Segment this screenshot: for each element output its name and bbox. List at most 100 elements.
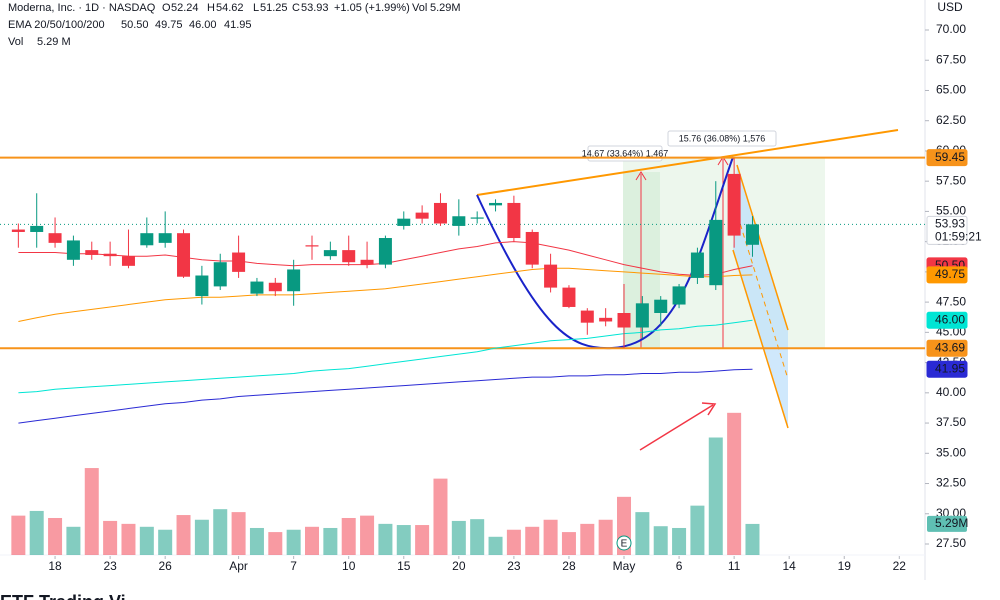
y-tick-label: 32.50 (936, 476, 966, 490)
y-tick-label: 35.00 (936, 445, 966, 459)
candle-body (415, 212, 429, 219)
volume-bar (158, 529, 173, 555)
volume-legend-label: Vol (8, 36, 23, 48)
y-tick-label: 67.50 (936, 52, 966, 66)
volume-bar (708, 437, 723, 555)
volume-bar (194, 519, 209, 555)
x-tick-label: 19 (838, 559, 852, 573)
ohlc-label: H (207, 2, 215, 14)
candle-body (654, 299, 668, 314)
volume-badge-label: 5.29M (935, 516, 968, 530)
x-tick-label: 6 (676, 559, 683, 573)
volume-bar (84, 468, 99, 555)
earnings-marker (616, 535, 632, 551)
x-tick-label: May (613, 559, 636, 573)
x-tick-label: 14 (783, 559, 797, 573)
annotation-arrow-head (701, 402, 717, 416)
candle-body (470, 217, 484, 219)
x-tick-label: 18 (48, 559, 62, 573)
x-tick-label: 7 (290, 559, 297, 573)
volume-bar (231, 512, 246, 555)
y-tick-label: 57.50 (936, 173, 966, 187)
volume-bar (305, 526, 320, 555)
measure-arrow-head (635, 171, 647, 181)
volume-bar (598, 519, 613, 555)
price-badge-label: 41.95 (935, 361, 965, 375)
candle-body (525, 231, 539, 265)
candle-body (11, 229, 25, 232)
price-badge-label: 43.69 (935, 340, 965, 354)
volume-bar (121, 523, 136, 555)
volume-bar (213, 509, 228, 555)
candle-body (287, 269, 301, 292)
price-badge (926, 339, 968, 357)
volume-bar (378, 523, 393, 555)
y-tick-label: 65.00 (936, 83, 966, 97)
volume-bar (268, 532, 283, 555)
measure-label-box (667, 130, 777, 147)
x-tick-label: 23 (103, 559, 117, 573)
volume-bar (139, 526, 154, 555)
ema-legend-value: 41.95 (224, 19, 252, 31)
candle-layer (11, 158, 759, 349)
volume-bar (672, 527, 687, 555)
volume-bar (727, 412, 742, 555)
candle-body (158, 233, 172, 243)
ohlc-label: O (162, 2, 171, 14)
volume-bar (470, 519, 485, 555)
trendline (476, 129, 899, 196)
candle-body (397, 218, 411, 226)
candle-body (323, 250, 337, 257)
price-badge (926, 360, 968, 378)
price-badge-label: 59.45 (935, 150, 965, 164)
candle-body (140, 233, 154, 246)
volume-bar (561, 532, 576, 555)
candle-body (452, 216, 466, 226)
candle-body (121, 256, 135, 266)
y-tick-label: 62.50 (936, 113, 966, 127)
volume-bar (451, 520, 466, 555)
footer-text: ETF Trading Vi (0, 592, 126, 600)
ohlc-value: 53.93 (301, 2, 329, 14)
measure-label: 15.76 (36.08%) 1,576 (679, 133, 766, 143)
candle-body (727, 173, 741, 236)
candle-body (599, 317, 613, 322)
volume-legend-value: 5.29 M (37, 36, 71, 48)
price-badge (926, 311, 968, 329)
volume-bar (249, 527, 264, 555)
x-tick-label: 11 (728, 559, 741, 573)
y-tick-label: 70.00 (936, 22, 966, 36)
currency-label: USD (937, 0, 963, 14)
countdown-label: 01:59:21 (935, 230, 982, 244)
chart-title: Moderna, Inc. · 1D · NASDAQ (8, 2, 156, 14)
candle-body (672, 286, 686, 305)
candle-body (507, 202, 521, 239)
volume-header-value: 5.29M (430, 2, 461, 14)
ema-legend-value: 46.00 (189, 19, 217, 31)
y-tick-label: 40.00 (936, 385, 966, 399)
price-badge-label: 49.75 (935, 267, 965, 281)
candle-body (232, 252, 246, 272)
volume-bar (580, 523, 595, 555)
ema-legend-label: EMA 20/50/100/200 (8, 19, 105, 31)
x-tick-label: Apr (229, 559, 248, 573)
projection-line (732, 249, 789, 429)
volume-bar (286, 529, 301, 555)
volume-bar (396, 525, 411, 555)
candle-body (268, 282, 282, 292)
volume-bar (323, 527, 338, 555)
ema-layer (0, 156, 925, 424)
candle-body (213, 262, 227, 287)
candle-body (378, 238, 392, 265)
volume-bar (11, 515, 26, 555)
candle-body (745, 224, 759, 245)
volume-bar (433, 478, 448, 555)
change-value: +1.05 (+1.99%) (334, 2, 410, 14)
volume-bar (29, 510, 44, 555)
x-tick-label: 23 (507, 559, 521, 573)
candle-body (580, 310, 594, 323)
ohlc-value: 52.24 (171, 2, 199, 14)
candle-body (195, 275, 209, 297)
x-tick-label: 28 (562, 559, 576, 573)
volume-bar (488, 536, 503, 555)
